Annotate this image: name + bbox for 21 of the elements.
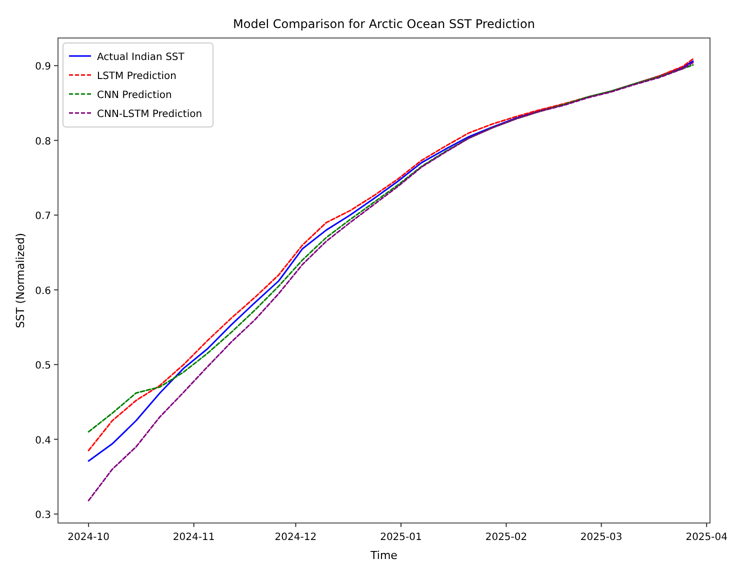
- x-axis-title: Time: [370, 549, 398, 562]
- y-tick-label: 0.4: [35, 435, 51, 446]
- y-tick-label: 0.5: [35, 360, 51, 372]
- y-axis-title: SST (Normalized): [14, 232, 27, 328]
- legend-label: CNN-LSTM Prediction: [97, 109, 202, 120]
- y-tick-label: 0.6: [35, 286, 51, 297]
- x-tick-label: 2025-01: [380, 532, 422, 543]
- y-tick-label: 0.8: [35, 136, 51, 148]
- chart-title: Model Comparison for Arctic Ocean SST Prediction: [233, 17, 535, 31]
- y-tick-label: 0.7: [35, 211, 51, 222]
- x-tick-label: 2025-03: [580, 532, 622, 543]
- x-tick-label: 2025-04: [686, 532, 728, 543]
- x-tick-label: 2024-10: [68, 532, 110, 543]
- legend-label: CNN Prediction: [97, 90, 172, 101]
- y-tick-label: 0.9: [35, 62, 51, 73]
- legend-label: LSTM Prediction: [97, 71, 177, 82]
- x-tick-label: 2024-12: [274, 532, 317, 543]
- legend-label: Actual Indian SST: [97, 52, 186, 63]
- y-tick-label: 0.3: [35, 510, 51, 522]
- x-tick-label: 2025-02: [485, 532, 528, 543]
- x-tick-label: 2024-11: [172, 532, 215, 543]
